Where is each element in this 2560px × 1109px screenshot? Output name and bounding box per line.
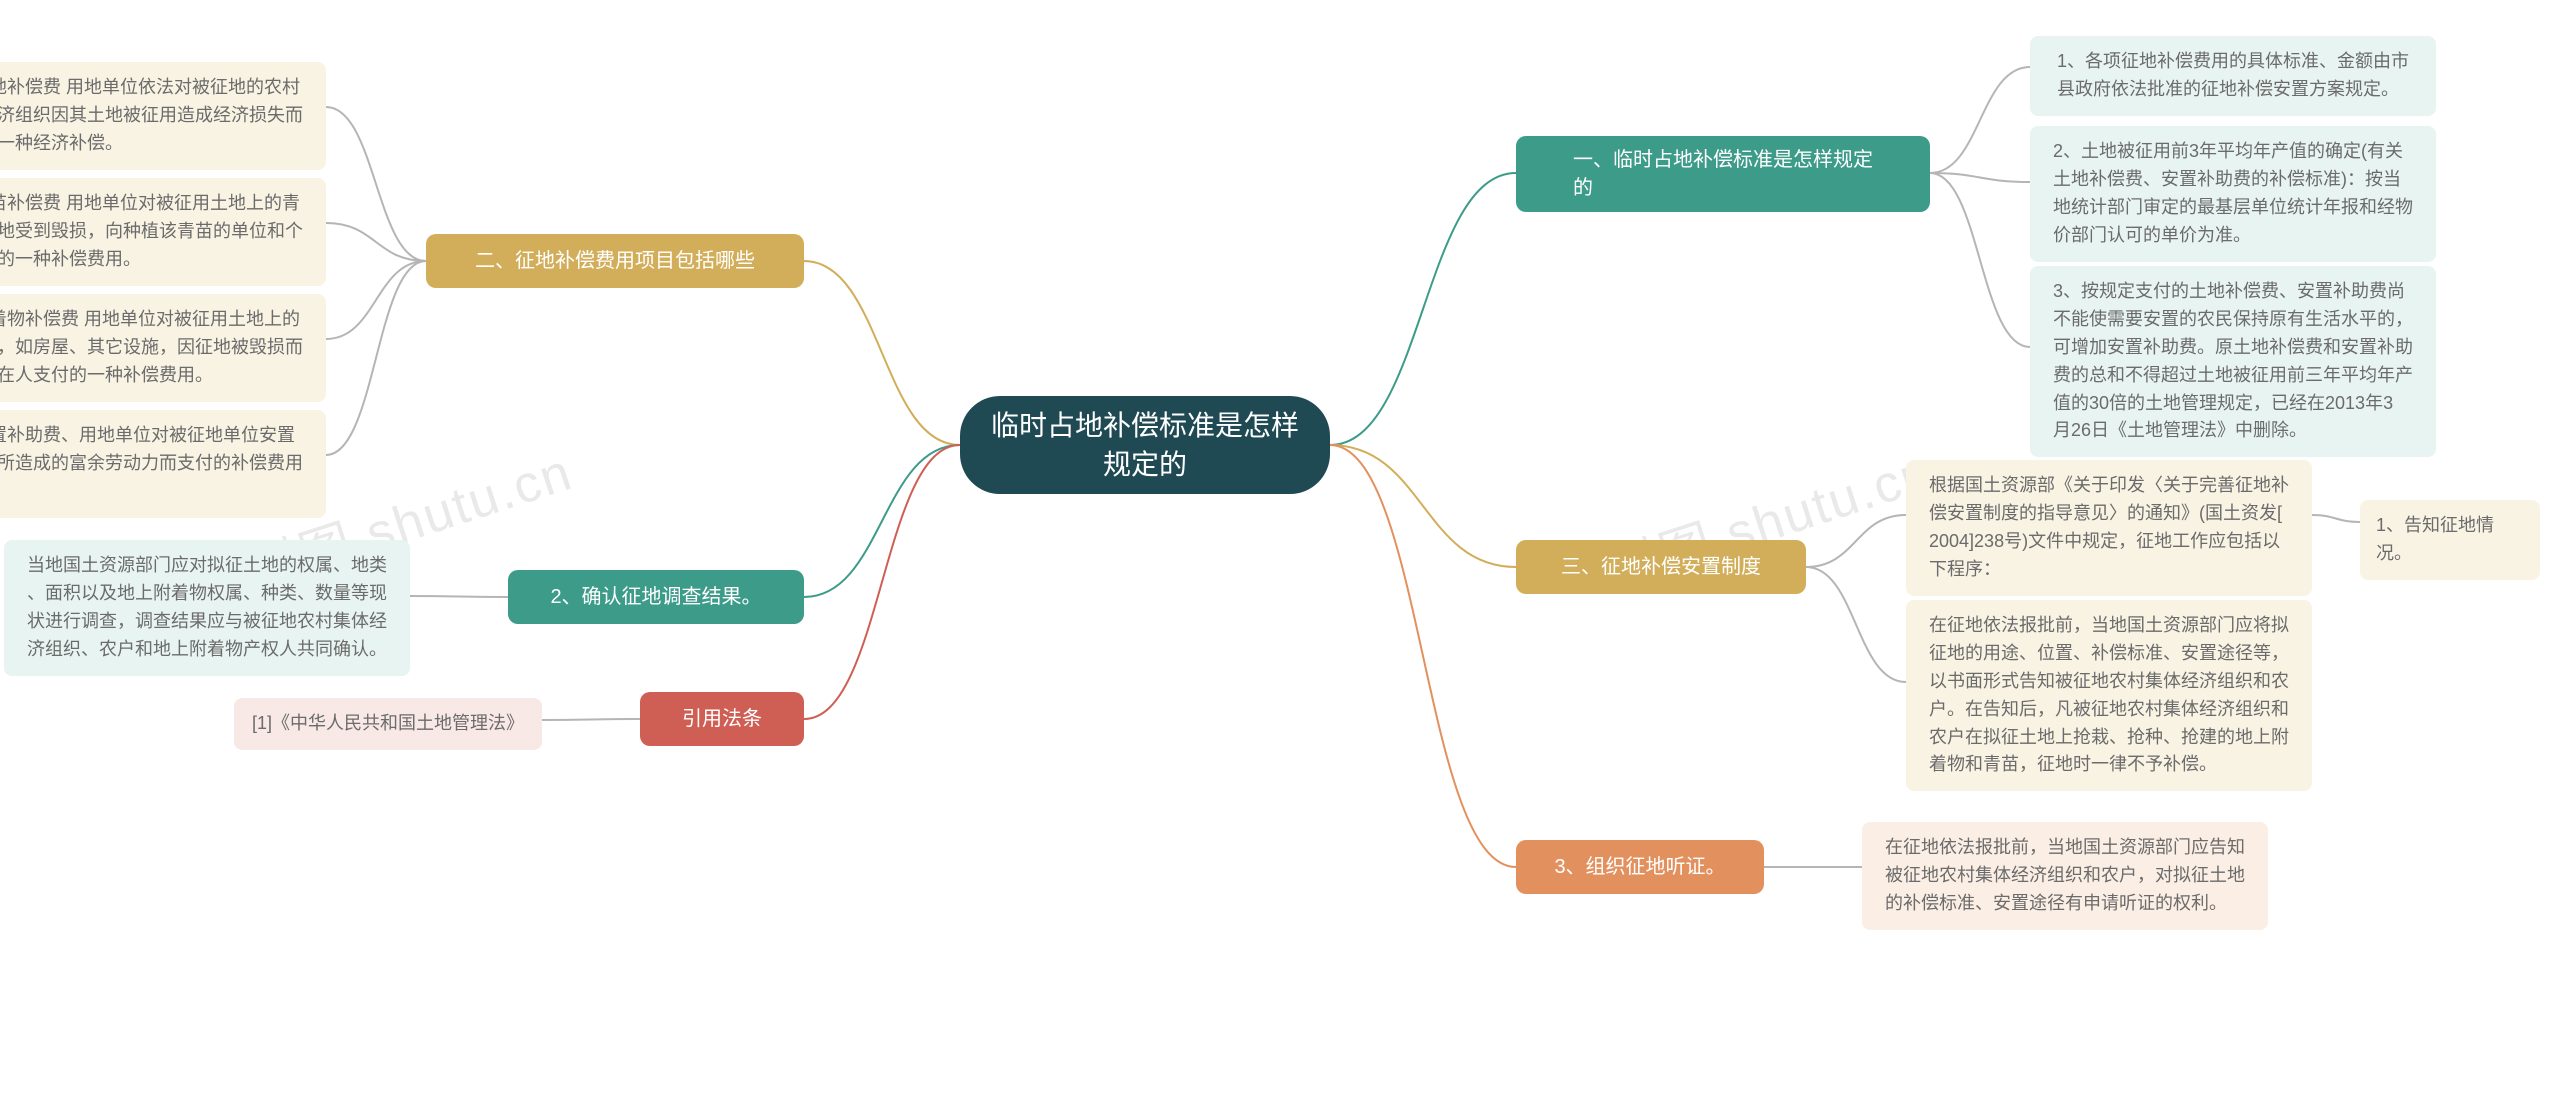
leaf-b2c2: 2、青苗补偿费 用地单位对被征用土地上的青 苗因征地受到毁损，向种植该青苗的单位… — [0, 178, 326, 286]
branch-b6[interactable]: 引用法条 — [640, 692, 804, 746]
branch-b4[interactable]: 2、确认征地调查结果。 — [508, 570, 804, 624]
leaf-b5c1: 在征地依法报批前，当地国土资源部门应告知 被征地农村集体经济组织和农户，对拟征土… — [1862, 822, 2268, 930]
branch-b5[interactable]: 3、组织征地听证。 — [1516, 840, 1764, 894]
leaf-b1c2: 2、土地被征用前3年平均年产值的确定(有关 土地补偿费、安置补助费的补偿标准)：… — [2030, 126, 2436, 262]
leaf-b3c2: 在征地依法报批前，当地国土资源部门应将拟 征地的用途、位置、补偿标准、安置途径等… — [1906, 600, 2312, 791]
leaf-b6c1: [1]《中华人民共和国土地管理法》 — [234, 698, 542, 750]
branch-b1[interactable]: 一、临时占地补偿标准是怎样规定 的 — [1516, 136, 1930, 212]
root-node[interactable]: 临时占地补偿标准是怎样 规定的 — [960, 396, 1330, 494]
leaf-b2c4: 4、安置补助费、用地单位对被征地单位安置 因征地所造成的富余劳动力而支付的补偿费… — [0, 410, 326, 518]
branch-b3[interactable]: 三、征地补偿安置制度 — [1516, 540, 1806, 594]
leaf-b4c1: 当地国土资源部门应对拟征土地的权属、地类 、面积以及地上附着物权属、种类、数量等… — [4, 540, 410, 676]
leaf-b2c3: 3、附着物补偿费 用地单位对被征用土地上的 附着物，如房屋、其它设施，因征地被毁… — [0, 294, 326, 402]
leaf-b1c1: 1、各项征地补偿费用的具体标准、金额由市 县政府依法批准的征地补偿安置方案规定。 — [2030, 36, 2436, 116]
branch-b2[interactable]: 二、征地补偿费用项目包括哪些 — [426, 234, 804, 288]
leaf-b3c1: 根据国土资源部《关于印发〈关于完善征地补 偿安置制度的指导意见〉的通知》(国土资… — [1906, 460, 2312, 596]
leaf-b2c1: 1、土地补偿费 用地单位依法对被征地的农村 集体经济组织因其土地被征用造成经济损… — [0, 62, 326, 170]
leaf-b1c3: 3、按规定支付的土地补偿费、安置补助费尚 不能使需要安置的农民保持原有生活水平的… — [2030, 266, 2436, 457]
leaf-b3c1a: 1、告知征地情况。 — [2360, 500, 2540, 580]
